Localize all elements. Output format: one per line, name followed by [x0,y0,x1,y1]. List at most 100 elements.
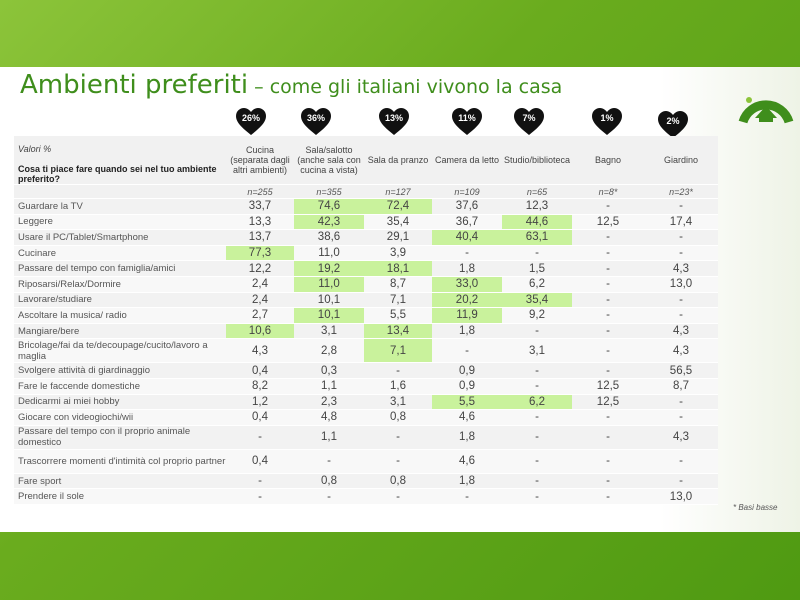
table-cell: - [572,338,644,364]
table-cell: 44,6 [502,214,572,231]
table-cell: 38,6 [294,229,364,246]
table-cell: - [432,488,502,505]
table-cell: 10,6 [226,323,294,340]
table-cell: 6,2 [502,276,572,293]
heart-icon: 2% [658,111,688,139]
table-cell: 29,1 [364,229,432,246]
table-cell: 35,4 [364,214,432,231]
table-row: Ascoltare la musica/ radio 2,7 10,1 5,5 11,9… [14,307,718,324]
column-header-row: Valori % Cosa ti piace fare quando sei n… [14,136,718,185]
row-label: Fare sport [14,473,226,490]
heart-icon: 1% [592,108,622,136]
table-cell: 0,4 [226,362,294,379]
table-cell: 5,5 [432,394,502,411]
table-cell: - [644,409,718,426]
heart-value: 7% [522,113,536,123]
table-cell: 33,7 [226,198,294,215]
base-size: n=127 [364,184,432,199]
table-row: Fare le faccende domestiche 8,2 1,1 1,6 0,9-… [14,378,718,395]
table-cell: 74,6 [294,198,364,215]
table-cell: - [502,378,572,395]
table-cell: 42,3 [294,214,364,231]
heart-value: 2% [666,116,680,126]
table-cell: 12,3 [502,198,572,215]
table-cell: - [572,449,644,474]
table-cell: 5,5 [364,307,432,324]
table-cell: 3,1 [294,323,364,340]
title-main: Ambienti preferiti [20,70,249,100]
base-size: n=8* [572,184,644,199]
heart-value: 1% [600,113,614,123]
table-cell: - [572,362,644,379]
row-label: Prendere il sole [14,488,226,505]
table-row: Mangiare/bere 10,6 3,1 13,4 1,8- -4,3 [14,323,718,340]
table-cell: 2,7 [226,307,294,324]
table-cell: 2,4 [226,292,294,309]
row-label: Guardare la TV [14,198,226,215]
row-label: Leggere [14,214,226,231]
table-cell: 12,5 [572,394,644,411]
table-cell: 4,8 [294,409,364,426]
table-cell: 8,7 [644,378,718,395]
table-cell: 3,9 [364,245,432,262]
table-cell: 3,1 [502,338,572,364]
footnote: * Basi basse [733,503,778,512]
table-cell: 1,1 [294,378,364,395]
row-label: Cucinare [14,245,226,262]
table-cell: 1,8 [432,473,502,490]
table-row: Fare sport -0,8 0,8 1,8- - - [14,473,718,490]
table-cell: - [644,198,718,215]
row-label: Bricolage/fai da te/decoupage/cucito/lav… [14,338,226,364]
row-label: Fare le faccende domestiche [14,378,226,395]
table-cell: - [226,425,294,450]
heart-icon: 13% [379,108,409,136]
table-cell: 2,4 [226,276,294,293]
table-cell: 13,0 [644,276,718,293]
column-header: Studio/biblioteca [502,136,572,185]
base-size: n=355 [294,184,364,199]
table-cell: - [432,338,502,364]
heart-icon: 11% [452,108,482,136]
share-hearts: 26% 36% 13% 11% 7% 1% 2% [0,108,800,140]
table-cell: - [572,409,644,426]
table-cell: 0,4 [226,449,294,474]
table-cell: 11,0 [294,245,364,262]
table-cell: 4,3 [644,323,718,340]
heart-icon: 26% [236,108,266,136]
table-cell: 4,3 [644,425,718,450]
table-cell: 40,4 [432,229,502,246]
table-cell: 11,0 [294,276,364,293]
table-cell: 12,5 [572,378,644,395]
table-cell: 3,1 [364,394,432,411]
slide-title: Ambienti preferiti – come gli italiani v… [20,70,562,100]
table-cell: - [644,229,718,246]
table-cell: - [572,307,644,324]
table-cell: 35,4 [502,292,572,309]
table-cell: 0,3 [294,362,364,379]
table-cell: - [502,323,572,340]
table-row: Giocare con videogiochi/wii 0,4 4,8 0,8 4,6-… [14,409,718,426]
table-cell: 6,2 [502,394,572,411]
heart-icon: 36% [301,108,331,136]
table-cell: - [644,245,718,262]
values-unit-label: Valori % [18,144,52,154]
table-row: Trascorrere momenti d'intimità col propr… [14,449,718,474]
table-cell: 2,3 [294,394,364,411]
table-row: Dedicarmi ai miei hobby 1,2 2,3 3,1 5,5 6,2 12… [14,394,718,411]
table-cell: 4,3 [644,338,718,364]
table-cell: - [572,323,644,340]
table-row: Passare del tempo con il proprio animale… [14,425,718,450]
table-cell: - [644,449,718,474]
table-cell: 77,3 [226,245,294,262]
table-cell: - [502,449,572,474]
table-cell: - [364,488,432,505]
heart-icon: 7% [514,108,544,136]
row-label: Dedicarmi ai miei hobby [14,394,226,411]
table-cell: 0,4 [226,409,294,426]
column-header: Cucina (separata dagli altri ambienti) [226,136,294,185]
table-cell: - [226,473,294,490]
table-row: Bricolage/fai da te/decoupage/cucito/lav… [14,338,718,364]
table-cell: 13,7 [226,229,294,246]
row-label: Usare il PC/Tablet/Smartphone [14,229,226,246]
table-row: Riposarsi/Relax/Dormire 2,4 11,0 8,7 33,0 6,2… [14,276,718,293]
